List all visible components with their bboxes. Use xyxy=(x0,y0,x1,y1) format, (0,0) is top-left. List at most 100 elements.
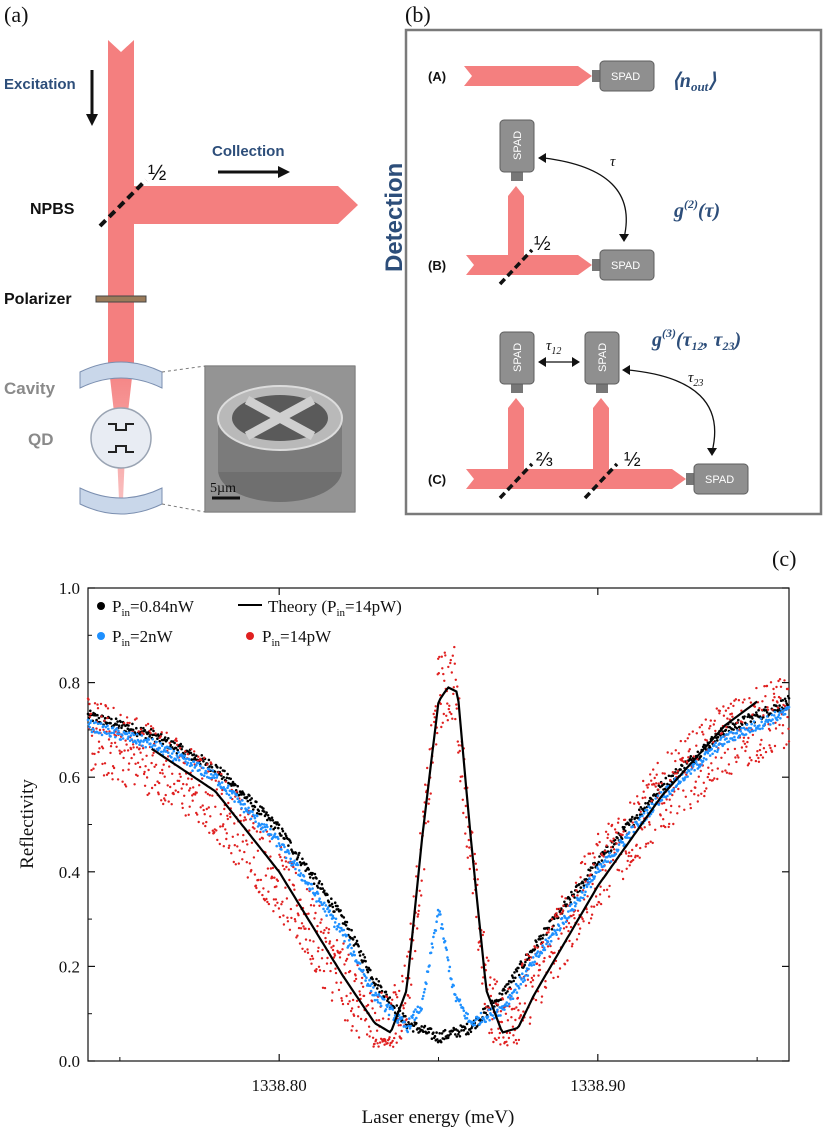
data-point xyxy=(577,923,580,926)
data-point xyxy=(359,950,363,953)
data-point xyxy=(547,931,550,934)
data-point xyxy=(605,844,608,847)
data-point xyxy=(91,752,94,755)
data-point xyxy=(498,992,502,995)
data-point xyxy=(691,730,694,733)
data-point xyxy=(404,1014,407,1018)
data-point xyxy=(318,880,321,883)
data-point xyxy=(776,718,779,722)
data-point xyxy=(149,725,153,728)
data-point xyxy=(670,752,673,755)
data-point xyxy=(769,681,773,684)
data-point xyxy=(276,901,279,904)
data-point xyxy=(356,1015,360,1018)
data-point xyxy=(750,722,753,726)
data-point xyxy=(283,837,286,840)
data-point xyxy=(781,724,785,727)
data-point xyxy=(273,826,277,829)
data-point xyxy=(455,707,458,710)
data-point xyxy=(358,962,362,965)
data-point xyxy=(510,974,514,977)
data-point xyxy=(458,1035,462,1038)
data-point xyxy=(239,802,243,806)
data-point xyxy=(650,799,653,803)
data-point xyxy=(293,888,296,891)
y-tick-label: 0.6 xyxy=(59,768,80,787)
data-point xyxy=(702,757,706,760)
data-point xyxy=(591,879,594,882)
data-point xyxy=(693,768,696,772)
spad-c-1 xyxy=(499,331,535,385)
data-point xyxy=(691,765,695,768)
data-point xyxy=(749,720,753,723)
data-point xyxy=(258,838,262,841)
data-point xyxy=(762,714,765,717)
data-point xyxy=(720,756,723,759)
legend: Pin=0.84nW Theory (Pin=14pW) Pin=2nW Pin… xyxy=(97,597,402,649)
data-point xyxy=(733,699,736,702)
data-point xyxy=(379,1004,383,1008)
data-point xyxy=(141,747,145,750)
data-point xyxy=(377,1019,381,1022)
data-point xyxy=(550,927,554,931)
data-point xyxy=(206,763,209,766)
data-point xyxy=(582,886,586,890)
data-point xyxy=(665,808,668,812)
data-point xyxy=(250,841,254,844)
data-point xyxy=(483,1002,486,1006)
data-point xyxy=(635,843,638,846)
data-point xyxy=(402,1004,405,1007)
data-point xyxy=(454,678,457,681)
npbs-beamsplitter xyxy=(98,178,148,228)
data-point xyxy=(158,740,161,743)
data-point xyxy=(321,986,325,989)
data-point xyxy=(271,819,275,822)
svg-text:⅔: ⅔ xyxy=(536,449,553,471)
data-point xyxy=(554,915,557,918)
data-point xyxy=(369,968,372,972)
data-point xyxy=(267,890,270,893)
data-point xyxy=(648,823,651,826)
data-point xyxy=(638,802,641,806)
data-point xyxy=(599,902,603,906)
data-point xyxy=(572,913,575,917)
svg-text:½: ½ xyxy=(534,233,551,255)
data-point xyxy=(655,773,658,776)
data-point xyxy=(522,1010,525,1013)
data-point xyxy=(153,744,157,747)
data-point xyxy=(434,709,437,712)
data-point xyxy=(331,991,334,994)
data-point xyxy=(173,782,176,786)
data-point xyxy=(464,1033,468,1036)
data-point xyxy=(689,806,692,810)
data-point xyxy=(301,947,304,950)
data-point xyxy=(787,740,791,743)
data-point xyxy=(338,930,342,933)
data-point xyxy=(141,744,144,748)
data-point xyxy=(438,655,441,659)
data-point xyxy=(106,716,109,720)
data-point xyxy=(450,712,453,716)
data-point xyxy=(228,812,231,815)
data-point xyxy=(484,1020,488,1024)
data-point xyxy=(422,994,425,998)
data-point xyxy=(684,776,687,779)
data-point xyxy=(410,983,413,986)
data-point xyxy=(656,794,660,797)
data-point xyxy=(324,936,327,940)
data-point xyxy=(566,959,569,962)
data-point xyxy=(709,719,712,722)
data-point xyxy=(369,984,372,987)
data-point xyxy=(428,964,431,967)
data-point xyxy=(603,849,607,853)
data-point xyxy=(124,785,128,788)
data-point xyxy=(375,977,378,981)
data-point xyxy=(499,1010,503,1013)
data-point xyxy=(650,779,653,782)
data-point xyxy=(214,805,217,808)
data-point xyxy=(787,727,790,730)
data-point xyxy=(474,862,477,865)
data-point xyxy=(191,799,194,802)
data-point xyxy=(588,869,592,872)
data-point xyxy=(506,990,509,993)
